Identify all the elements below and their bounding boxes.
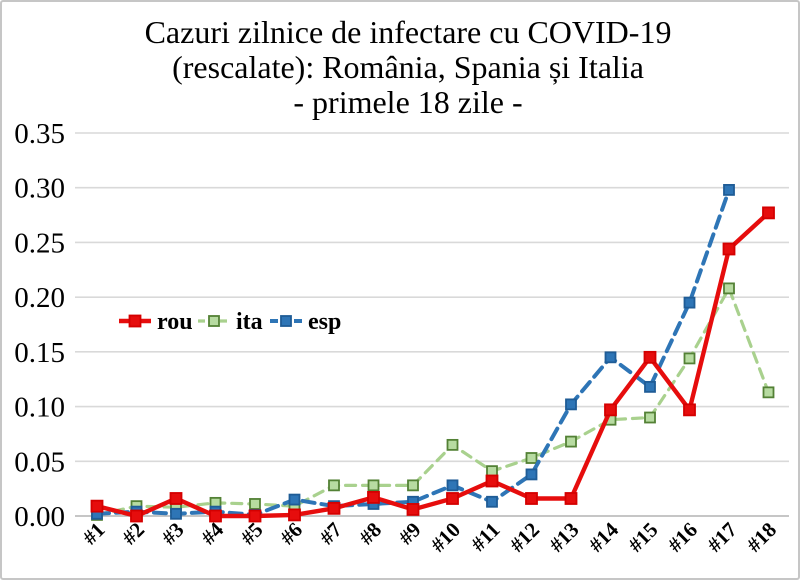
y-tick-label: 0.35 <box>14 118 65 150</box>
gridlines <box>75 132 789 517</box>
data-point-ita-#8 <box>367 479 380 492</box>
x-tick-label: #16 <box>663 518 702 557</box>
series-line-rou <box>94 210 771 519</box>
x-tick-label: #6 <box>275 518 307 550</box>
data-point-esp-#15 <box>644 380 656 393</box>
x-tick-label: #12 <box>505 518 544 557</box>
x-tick-label: #3 <box>157 518 189 550</box>
data-point-ita-#13 <box>565 435 577 448</box>
data-point-esp-#12 <box>525 468 538 481</box>
data-point-ita-#5 <box>249 498 261 510</box>
data-point-ita-#9 <box>407 479 419 492</box>
legend-label-rou: rou <box>157 309 193 335</box>
legend-marker-ita <box>208 315 220 327</box>
data-point-rou-#15 <box>643 350 657 364</box>
series-markers-ita <box>91 282 775 521</box>
data-point-rou-#2 <box>130 509 143 523</box>
x-tick-label: #17 <box>702 518 741 557</box>
y-tick-label: 0.25 <box>14 227 65 259</box>
legend-marker-rou <box>128 314 142 328</box>
x-tick-label: #7 <box>315 518 347 550</box>
x-tick-label: #10 <box>426 518 465 557</box>
data-point-rou-#18 <box>762 206 775 220</box>
legend-label-esp: esp <box>308 309 341 335</box>
legend: rou ita esp <box>119 309 341 335</box>
data-point-rou-#14 <box>604 403 617 417</box>
data-point-ita-#17 <box>723 282 735 295</box>
series-line-ita <box>95 286 771 517</box>
data-point-rou-#12 <box>525 492 538 505</box>
series-ita <box>95 286 771 517</box>
legend-item-ita: ita <box>198 309 263 335</box>
data-point-rou-#4 <box>209 509 222 523</box>
x-tick-label: #15 <box>623 518 662 557</box>
data-point-esp-#11 <box>486 495 498 508</box>
data-point-rou-#13 <box>564 492 578 505</box>
legend-item-esp: esp <box>270 309 341 335</box>
data-point-ita-#18 <box>762 386 775 399</box>
data-point-esp-#14 <box>604 351 617 364</box>
legend-marker-esp <box>280 315 292 327</box>
data-point-ita-#10 <box>446 438 459 451</box>
x-tick-label: #18 <box>742 518 781 557</box>
y-tick-label: 0.05 <box>14 446 65 478</box>
data-point-esp-#6 <box>288 493 301 506</box>
x-tick-label: #8 <box>354 518 386 550</box>
data-point-rou-#11 <box>485 474 499 488</box>
data-point-ita-#15 <box>644 411 656 424</box>
data-point-esp-#10 <box>446 479 459 492</box>
series-markers-esp <box>91 184 735 521</box>
data-point-rou-#10 <box>446 492 459 505</box>
series-markers-rou <box>90 206 775 523</box>
data-point-rou-#7 <box>327 501 341 515</box>
series-rou <box>94 210 771 519</box>
data-point-rou-#3 <box>169 492 183 505</box>
x-axis-labels: #1 #2 #3 #4 #5 #6 #7 #8 #9 #10 #11 #12 #13 #14 #15 #16 #… <box>78 517 781 557</box>
data-point-ita-#12 <box>525 452 538 464</box>
x-tick-label: #1 <box>78 518 110 550</box>
y-tick-label: 0.10 <box>14 392 65 424</box>
data-point-rou-#1 <box>90 499 104 513</box>
legend-label-ita: ita <box>236 309 263 335</box>
legend-item-rou: rou <box>119 309 193 335</box>
data-point-ita-#16 <box>683 352 696 365</box>
data-point-rou-#9 <box>406 503 420 516</box>
data-point-rou-#6 <box>288 508 301 522</box>
data-point-rou-#5 <box>248 509 262 523</box>
y-tick-label: 0.30 <box>14 173 65 205</box>
y-tick-label: 0.00 <box>14 501 65 533</box>
y-axis-labels: 0.00 0.05 0.10 0.15 0.20 0.25 0.30 0.35 <box>14 118 65 533</box>
x-tick-label: #11 <box>466 518 504 556</box>
data-point-esp-#3 <box>170 507 182 520</box>
data-point-esp-#13 <box>565 398 577 411</box>
data-point-rou-#17 <box>722 242 736 256</box>
y-tick-label: 0.15 <box>14 337 65 369</box>
data-point-rou-#16 <box>683 403 696 417</box>
x-tick-label: #13 <box>544 518 583 557</box>
x-tick-label: #9 <box>394 518 426 550</box>
data-point-esp-#17 <box>723 184 735 196</box>
data-point-ita-#7 <box>328 479 340 492</box>
y-tick-label: 0.20 <box>14 282 65 314</box>
x-tick-label: #14 <box>584 517 624 557</box>
data-point-esp-#16 <box>683 296 696 309</box>
data-point-rou-#8 <box>367 490 380 504</box>
